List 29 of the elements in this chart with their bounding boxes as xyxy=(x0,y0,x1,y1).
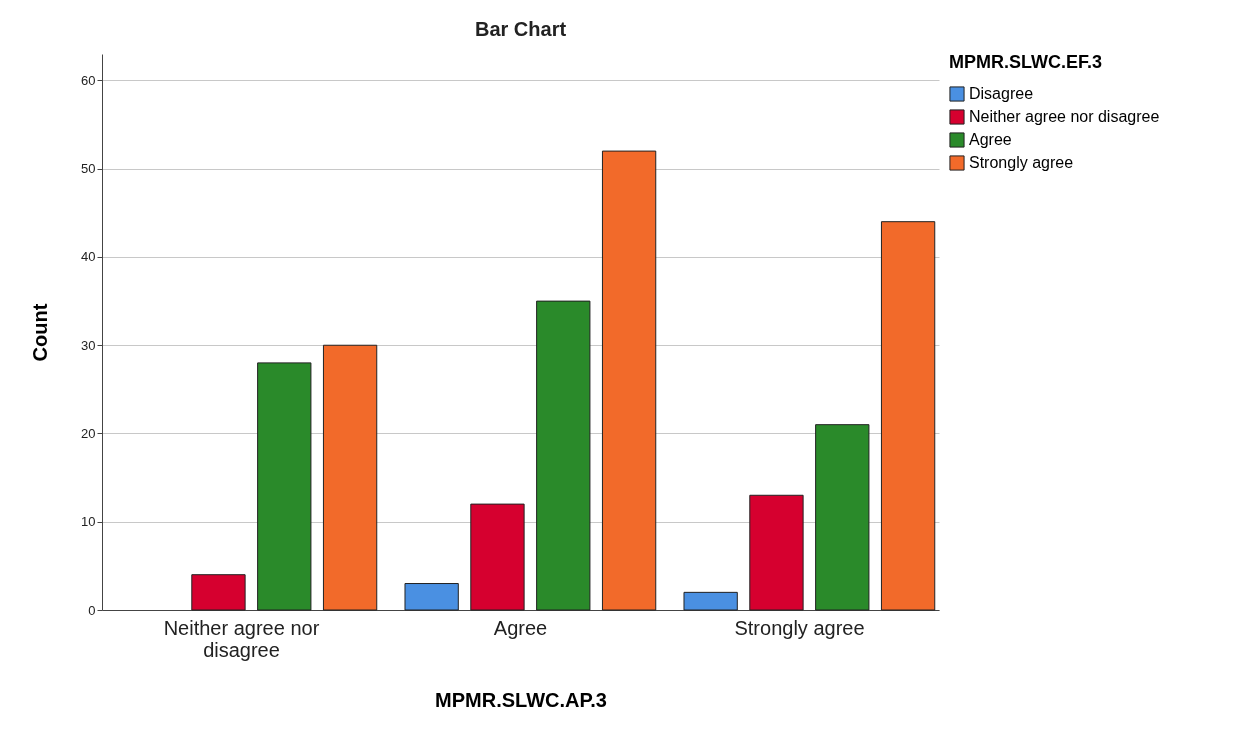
bar xyxy=(404,583,459,611)
y-tick-label: 0 xyxy=(88,602,96,618)
legend-title: MPMR.SLWC.EF.3 xyxy=(949,52,1103,72)
bar xyxy=(257,362,312,611)
bar xyxy=(322,344,378,611)
bar xyxy=(601,150,657,611)
legend-label: Disagree xyxy=(969,85,1034,102)
bar xyxy=(683,591,738,611)
x-axis-title: MPMR.SLWC.AP.3 xyxy=(435,688,607,711)
chart-title: Bar Chart xyxy=(474,18,567,40)
bar xyxy=(536,300,591,611)
legend-label: Agree xyxy=(969,131,1012,148)
legend-label: Strongly agree xyxy=(969,154,1074,171)
x-tick-label: Strongly agree xyxy=(734,616,865,639)
y-tick-label: 50 xyxy=(81,161,96,177)
y-tick-label: 20 xyxy=(81,425,96,441)
bar xyxy=(815,424,870,611)
y-tick-label: 30 xyxy=(81,337,96,353)
legend-label: Neither agree nor disagree xyxy=(969,108,1160,125)
bar xyxy=(749,494,804,611)
bar xyxy=(880,221,936,611)
y-tick-label: 40 xyxy=(81,249,96,265)
x-tick-label: Neither agree nor disagree xyxy=(163,616,320,661)
bar xyxy=(191,574,246,611)
y-tick-label: 10 xyxy=(81,514,96,530)
bar xyxy=(470,503,525,611)
y-axis-title: Count xyxy=(29,303,52,362)
y-tick-label: 60 xyxy=(81,72,96,88)
x-tick-label: Agree xyxy=(493,616,548,639)
